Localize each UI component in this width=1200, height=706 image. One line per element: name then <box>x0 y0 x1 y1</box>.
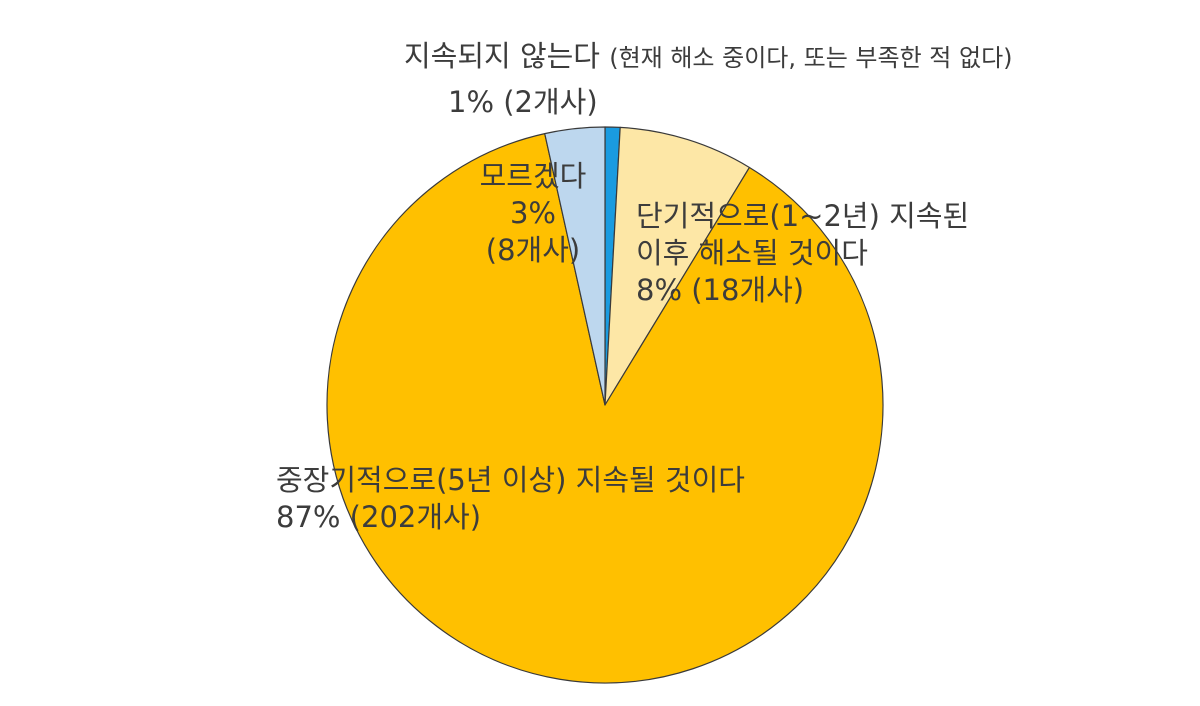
label-long-term-title: 중장기적으로(5년 이상) 지속될 것이다 <box>276 463 745 497</box>
label-not-continued-percent: 1% (2개사) <box>448 84 598 121</box>
label-not-continued-title: 지속되지 않는다 <box>404 39 600 73</box>
label-long-term: 중장기적으로(5년 이상) 지속될 것이다 87% (202개사) <box>276 462 745 536</box>
label-short-term-line1: 단기적으로(1~2년) 지속된 <box>636 199 970 233</box>
label-short-term-value: 8% (18개사) <box>636 273 805 307</box>
label-short-term: 단기적으로(1~2년) 지속된 이후 해소될 것이다 8% (18개사) <box>636 198 969 309</box>
label-unknown-percent: 3% <box>509 196 556 230</box>
label-not-continued: 지속되지 않는다 (현재 해소 중이다, 또는 부족한 적 없다) <box>404 38 1013 77</box>
slice-long-term <box>326 133 884 684</box>
label-unknown: 모르겠다 3% (8개사) <box>468 158 598 269</box>
slice-short-term <box>604 126 751 406</box>
label-short-term-line2: 이후 해소될 것이다 <box>636 236 868 270</box>
label-unknown-title: 모르겠다 <box>479 159 587 193</box>
label-not-continued-note: (현재 해소 중이다, 또는 부족한 적 없다) <box>609 44 1013 72</box>
slice-unknown <box>544 126 606 406</box>
label-not-continued-value: 1% (2개사) <box>448 85 598 119</box>
label-unknown-count: (8개사) <box>485 233 581 267</box>
label-long-term-value: 87% (202개사) <box>276 500 482 534</box>
